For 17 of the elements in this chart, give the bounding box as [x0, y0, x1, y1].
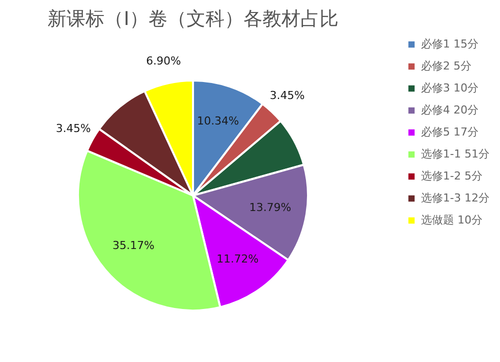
- legend-label: 必修2 5分: [421, 60, 472, 72]
- data-label: 3.45%: [56, 122, 91, 135]
- legend-label: 选修1-1 51分: [421, 148, 490, 160]
- legend-label: 必修5 17分: [421, 126, 478, 138]
- data-label: 35.17%: [112, 239, 154, 252]
- legend-label: 选做题 10分: [421, 214, 482, 226]
- legend-label: 必修3 10分: [421, 82, 478, 94]
- legend-label: 选修1-3 12分: [421, 192, 490, 204]
- data-label: 6.90%: [146, 54, 182, 68]
- legend-label: 选修1-2 5分: [421, 170, 482, 182]
- legend-label: 必修1 15分: [421, 38, 478, 50]
- chart-title: 新课标（Ⅰ）卷（文科）各教材占比: [48, 8, 338, 30]
- legend-label: 必修4 20分: [421, 104, 478, 116]
- data-label: 10.34%: [196, 114, 239, 128]
- data-label: 11.72%: [216, 252, 259, 266]
- data-label: 13.79%: [249, 201, 292, 214]
- data-label: 3.45%: [270, 89, 305, 102]
